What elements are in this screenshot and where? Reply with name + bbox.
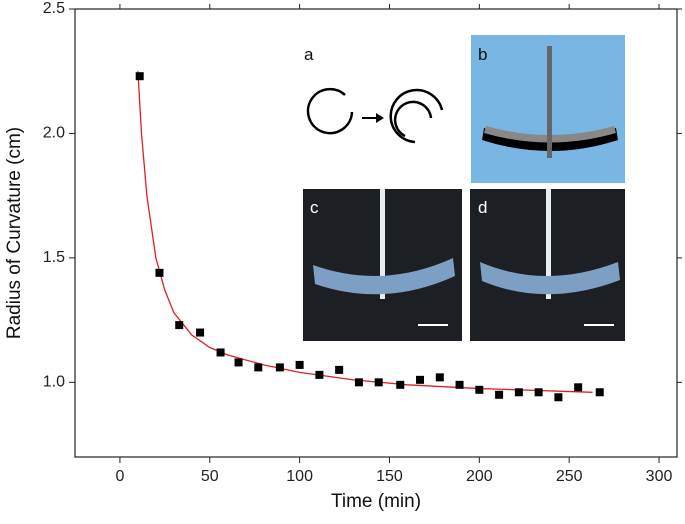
data-point [135, 72, 144, 81]
plot-frame [74, 8, 678, 458]
data-point [254, 363, 263, 372]
data-point [175, 321, 184, 330]
panel-label: a [304, 45, 314, 64]
ring-outer [389, 88, 444, 144]
data-point [354, 378, 363, 387]
data-point [514, 388, 523, 397]
data-point [315, 370, 324, 379]
data-point [495, 390, 504, 399]
x-tick-label: 50 [201, 468, 219, 485]
rod [547, 46, 552, 158]
data-point [234, 358, 243, 367]
data-point [155, 268, 164, 277]
fit-line [137, 71, 593, 393]
ring [306, 87, 354, 135]
y-tick-label: 2.0 [43, 125, 65, 142]
x-tick-label: 300 [646, 468, 673, 485]
x-tick-label: 0 [115, 468, 124, 485]
data-point [455, 380, 464, 389]
panel-label: c [310, 198, 319, 217]
data-point [295, 360, 304, 369]
data-point [275, 363, 284, 372]
x-tick-label: 100 [286, 468, 313, 485]
data-point [435, 373, 444, 382]
strip [313, 258, 455, 295]
inset-c: c [303, 189, 462, 341]
data-point [534, 388, 543, 397]
rod [546, 189, 551, 299]
data-point [396, 380, 405, 389]
x-tick-label: 200 [466, 468, 493, 485]
y-tick-label: 1.5 [43, 249, 65, 266]
x-axis-title: Time (min) [331, 491, 421, 512]
x-tick-label: 150 [376, 468, 403, 485]
data-point [554, 393, 563, 402]
panel-label: b [478, 45, 487, 64]
y-axis-title: Radius of Curvature (cm) [4, 127, 25, 339]
strip [480, 262, 620, 295]
data-point [475, 385, 484, 394]
data-point [196, 328, 205, 337]
data-point [595, 388, 604, 397]
data-point [216, 348, 225, 357]
arrow-head [376, 113, 384, 123]
data-point [374, 378, 383, 387]
rod [380, 189, 385, 299]
data-point [335, 365, 344, 374]
ring-inner [393, 100, 433, 138]
inset-b: b [471, 35, 625, 183]
strip-gray [484, 126, 616, 143]
inset-d: d [470, 189, 625, 341]
y-tick-label: 2.5 [43, 0, 65, 17]
data-point [416, 375, 425, 384]
y-tick-label: 1.0 [43, 374, 65, 391]
panel-label: d [478, 198, 487, 217]
inset-a: a [304, 45, 444, 144]
data-point [574, 383, 583, 392]
x-tick-label: 250 [556, 468, 583, 485]
